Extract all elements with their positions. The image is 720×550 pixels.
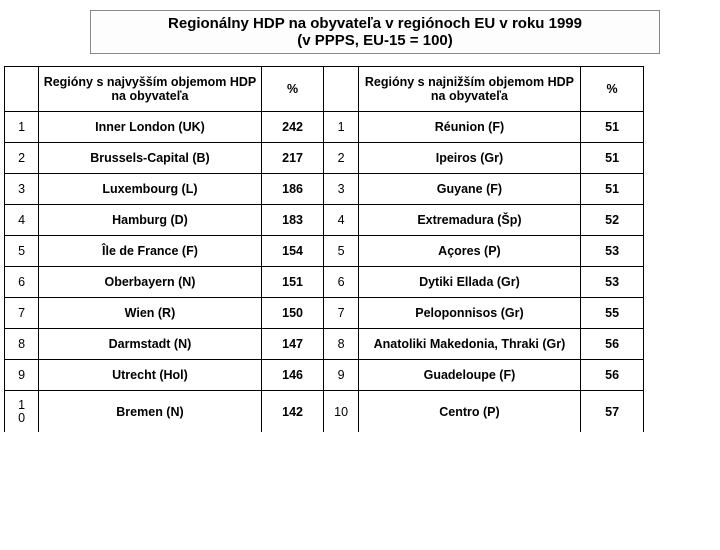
table-row: 10Bremen (N)14210Centro (P)57	[5, 391, 644, 433]
title-line1: Regionálny HDP na obyvateľa v regiónoch …	[99, 15, 651, 32]
region-low: Ipeiros (Gr)	[358, 143, 581, 174]
rank2: 5	[324, 236, 358, 267]
value-low: 56	[581, 329, 644, 360]
rank2: 8	[324, 329, 358, 360]
table-row: 1Inner London (UK)2421Réunion (F)51	[5, 112, 644, 143]
rank2: 3	[324, 174, 358, 205]
title-box: Regionálny HDP na obyvateľa v regiónoch …	[90, 10, 660, 54]
value-low: 51	[581, 143, 644, 174]
title-line2: (v PPPS, EU-15 = 100)	[99, 32, 651, 49]
region-high: Luxembourg (L)	[39, 174, 262, 205]
table-row: 2Brussels-Capital (B)2172Ipeiros (Gr)51	[5, 143, 644, 174]
region-low: Guyane (F)	[358, 174, 581, 205]
rank1: 4	[5, 205, 39, 236]
table-row: 5Île de France (F)1545Açores (P)53	[5, 236, 644, 267]
value-high: 151	[261, 267, 324, 298]
header-rank1	[5, 67, 39, 112]
rank2: 4	[324, 205, 358, 236]
value-low: 53	[581, 267, 644, 298]
value-high: 242	[261, 112, 324, 143]
header-low-region: Regióny s najnižším objemom HDP na obyva…	[358, 67, 581, 112]
value-low: 51	[581, 112, 644, 143]
value-low: 56	[581, 360, 644, 391]
rank2: 6	[324, 267, 358, 298]
table-row: 4Hamburg (D)1834Extremadura (Šp)52	[5, 205, 644, 236]
region-high: Oberbayern (N)	[39, 267, 262, 298]
value-low: 52	[581, 205, 644, 236]
rank1: 8	[5, 329, 39, 360]
value-low: 53	[581, 236, 644, 267]
value-low: 57	[581, 391, 644, 433]
rank2: 1	[324, 112, 358, 143]
region-high: Bremen (N)	[39, 391, 262, 433]
region-low: Anatoliki Makedonia, Thraki (Gr)	[358, 329, 581, 360]
region-high: Inner London (UK)	[39, 112, 262, 143]
value-high: 150	[261, 298, 324, 329]
region-high: Brussels-Capital (B)	[39, 143, 262, 174]
rank2: 9	[324, 360, 358, 391]
table-row: 3Luxembourg (L)1863Guyane (F)51	[5, 174, 644, 205]
value-high: 186	[261, 174, 324, 205]
region-high: Wien (R)	[39, 298, 262, 329]
region-high: Darmstadt (N)	[39, 329, 262, 360]
rank1: 7	[5, 298, 39, 329]
region-low: Centro (P)	[358, 391, 581, 433]
header-row: Regióny s najvyšším objemom HDP na obyva…	[5, 67, 644, 112]
region-high: Hamburg (D)	[39, 205, 262, 236]
header-high-region: Regióny s najvyšším objemom HDP na obyva…	[39, 67, 262, 112]
value-high: 183	[261, 205, 324, 236]
rank2: 2	[324, 143, 358, 174]
rank2: 7	[324, 298, 358, 329]
rank1: 6	[5, 267, 39, 298]
rank2: 10	[324, 391, 358, 433]
table-row: 8Darmstadt (N)1478Anatoliki Makedonia, T…	[5, 329, 644, 360]
rank1: 1	[5, 112, 39, 143]
region-low: Guadeloupe (F)	[358, 360, 581, 391]
header-pct2: %	[581, 67, 644, 112]
header-pct1: %	[261, 67, 324, 112]
region-low: Réunion (F)	[358, 112, 581, 143]
value-high: 142	[261, 391, 324, 433]
rank1: 10	[5, 391, 39, 433]
gdp-table: Regióny s najvyšším objemom HDP na obyva…	[4, 66, 644, 432]
header-rank2	[324, 67, 358, 112]
table-row: 6Oberbayern (N)1516Dytiki Ellada (Gr)53	[5, 267, 644, 298]
value-high: 154	[261, 236, 324, 267]
table-body: 1Inner London (UK)2421Réunion (F)512Brus…	[5, 112, 644, 433]
value-high: 147	[261, 329, 324, 360]
rank1: 5	[5, 236, 39, 267]
value-low: 55	[581, 298, 644, 329]
region-low: Açores (P)	[358, 236, 581, 267]
region-low: Extremadura (Šp)	[358, 205, 581, 236]
value-high: 217	[261, 143, 324, 174]
region-high: Utrecht (Hol)	[39, 360, 262, 391]
region-low: Dytiki Ellada (Gr)	[358, 267, 581, 298]
rank1: 2	[5, 143, 39, 174]
table-row: 7Wien (R)1507Peloponnisos (Gr)55	[5, 298, 644, 329]
value-low: 51	[581, 174, 644, 205]
rank1: 3	[5, 174, 39, 205]
region-high: Île de France (F)	[39, 236, 262, 267]
region-low: Peloponnisos (Gr)	[358, 298, 581, 329]
table-row: 9Utrecht (Hol)1469Guadeloupe (F)56	[5, 360, 644, 391]
rank1: 9	[5, 360, 39, 391]
value-high: 146	[261, 360, 324, 391]
